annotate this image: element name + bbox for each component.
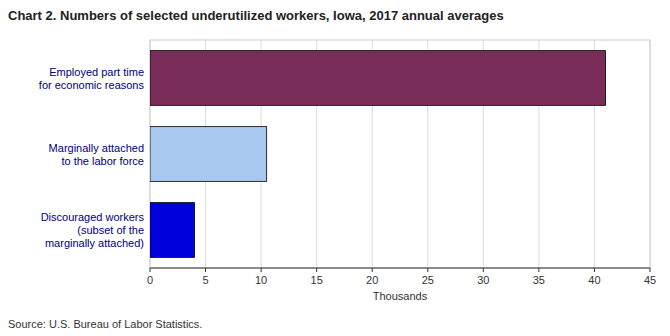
plot-frame: [150, 40, 650, 268]
x-tick-label: 0: [147, 274, 153, 286]
chart-container: Chart 2. Numbers of selected underutiliz…: [0, 0, 670, 336]
x-tick-label: 45: [644, 274, 656, 286]
x-axis-label: Thousands: [373, 290, 428, 302]
x-tick: [316, 268, 317, 272]
x-tick: [427, 268, 428, 272]
x-tick-label: 35: [533, 274, 545, 286]
x-tick: [538, 268, 539, 272]
x-tick-label: 15: [311, 274, 323, 286]
x-tick: [150, 268, 151, 272]
title: Chart 2. Numbers of selected underutiliz…: [8, 8, 504, 23]
category-label: Marginally attachedto the labor force: [49, 142, 144, 167]
x-tick-label: 10: [255, 274, 267, 286]
x-tick-label: 25: [422, 274, 434, 286]
x-tick: [483, 268, 484, 272]
chart-svg: Chart 2. Numbers of selected underutiliz…: [0, 0, 670, 336]
x-tick-label: 40: [588, 274, 600, 286]
x-tick: [205, 268, 206, 272]
source-note: Source: U.S. Bureau of Labor Statistics.: [8, 318, 202, 330]
x-tick: [372, 268, 373, 272]
category-label: Employed part timefor economic reasons: [39, 66, 145, 91]
x-tick-label: 20: [366, 274, 378, 286]
grid: [150, 40, 650, 268]
x-tick: [594, 268, 595, 272]
bar: [150, 51, 606, 106]
x-axis-line: [150, 268, 650, 269]
x-tick: [650, 268, 651, 272]
bar: [150, 203, 194, 258]
bar: [150, 127, 267, 182]
bars: [150, 51, 606, 258]
category-label: Discouraged workers(subset of themargina…: [41, 211, 145, 249]
x-tick: [261, 268, 262, 272]
x-tick-label: 30: [477, 274, 489, 286]
x-tick-label: 5: [202, 274, 208, 286]
